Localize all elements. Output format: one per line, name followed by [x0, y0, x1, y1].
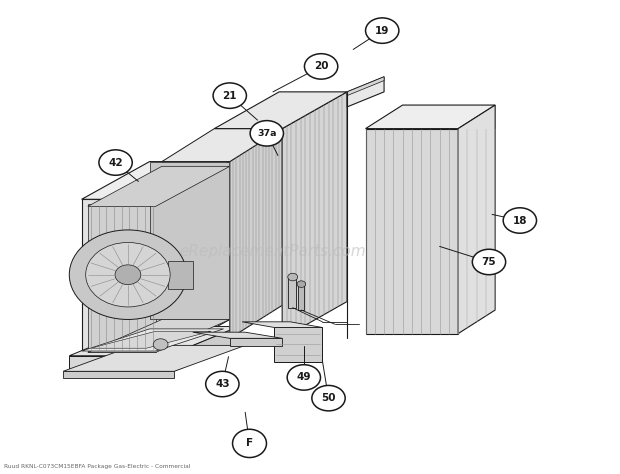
Polygon shape: [298, 284, 304, 310]
Text: 20: 20: [314, 62, 329, 72]
Polygon shape: [82, 199, 162, 357]
Circle shape: [287, 365, 321, 390]
Text: 43: 43: [215, 379, 229, 389]
Circle shape: [86, 243, 170, 307]
Circle shape: [69, 230, 187, 319]
Circle shape: [297, 281, 306, 287]
Polygon shape: [168, 261, 193, 289]
Text: 21: 21: [223, 91, 237, 100]
Polygon shape: [230, 338, 282, 346]
Polygon shape: [88, 166, 230, 206]
Text: eReplacementParts.com: eReplacementParts.com: [180, 244, 366, 259]
Polygon shape: [149, 162, 230, 319]
Circle shape: [99, 150, 132, 175]
Polygon shape: [168, 327, 239, 374]
Polygon shape: [69, 327, 239, 356]
Text: 18: 18: [513, 216, 527, 226]
Polygon shape: [242, 322, 322, 328]
Polygon shape: [366, 105, 495, 128]
Text: 42: 42: [108, 157, 123, 167]
Polygon shape: [366, 128, 458, 334]
Text: 75: 75: [482, 257, 496, 267]
Polygon shape: [458, 105, 495, 334]
Circle shape: [250, 120, 283, 146]
Polygon shape: [230, 128, 282, 338]
Text: 19: 19: [375, 26, 389, 36]
Circle shape: [288, 273, 298, 281]
Polygon shape: [162, 162, 230, 357]
Text: 50: 50: [321, 393, 336, 403]
Circle shape: [115, 265, 141, 284]
Circle shape: [206, 371, 239, 397]
Circle shape: [503, 208, 536, 233]
Circle shape: [153, 339, 168, 350]
Polygon shape: [347, 77, 384, 96]
Text: F: F: [246, 438, 253, 448]
Polygon shape: [69, 356, 168, 374]
Polygon shape: [88, 319, 230, 353]
Polygon shape: [162, 128, 282, 162]
Ellipse shape: [232, 429, 267, 457]
Circle shape: [312, 385, 345, 411]
Polygon shape: [82, 162, 230, 199]
Text: 49: 49: [296, 373, 311, 383]
Polygon shape: [63, 371, 174, 378]
Circle shape: [366, 18, 399, 43]
Text: Ruud RKNL-C073CM15EBFA Package Gas-Electric - Commercial: Ruud RKNL-C073CM15EBFA Package Gas-Elect…: [4, 464, 191, 469]
Polygon shape: [215, 92, 347, 128]
Polygon shape: [193, 332, 282, 338]
Circle shape: [213, 83, 246, 109]
Circle shape: [472, 249, 506, 275]
Polygon shape: [274, 328, 322, 362]
Polygon shape: [282, 92, 347, 338]
Polygon shape: [88, 204, 156, 353]
Polygon shape: [91, 331, 211, 348]
Text: 37a: 37a: [257, 129, 277, 138]
Polygon shape: [288, 277, 296, 308]
Polygon shape: [82, 329, 224, 351]
Circle shape: [304, 54, 338, 79]
Polygon shape: [63, 346, 245, 371]
Polygon shape: [347, 77, 384, 107]
